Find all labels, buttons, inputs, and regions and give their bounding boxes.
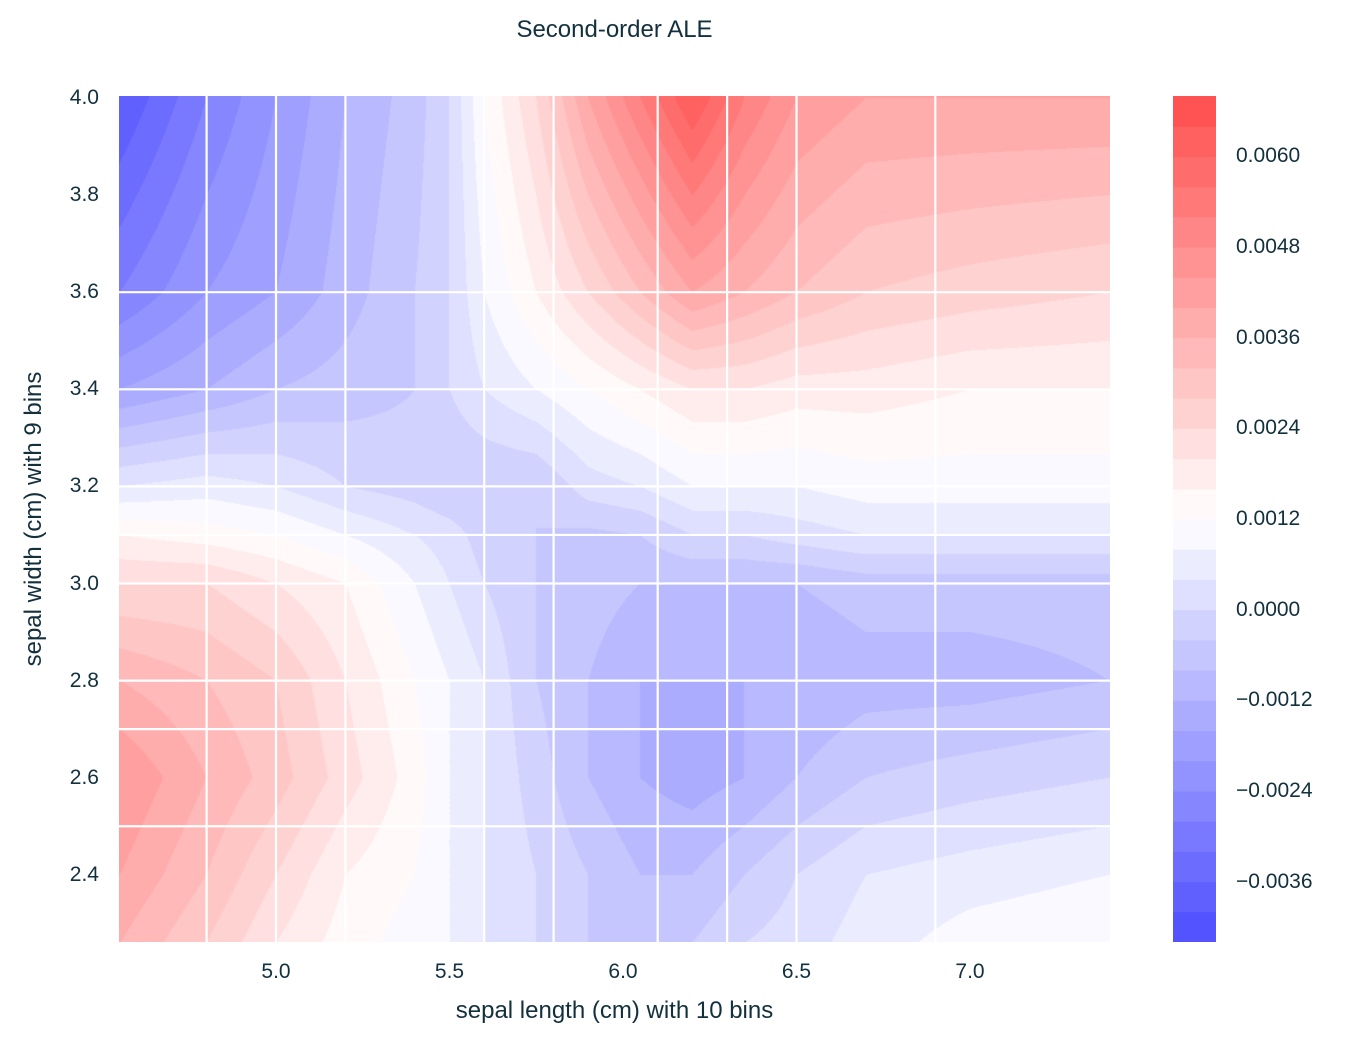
colorbar-band [1173,670,1216,701]
colorbar-band [1173,428,1216,460]
colorbar-band [1173,549,1216,580]
y-tick-label: 3.6 [69,280,99,304]
colorbar-band [1173,519,1216,550]
colorbar-band [1173,126,1216,157]
colorbar-band [1173,579,1216,611]
colorbar-tick-label: 0.0000 [1236,597,1301,621]
y-tick-label: 3.8 [69,183,99,207]
y-tick-label: 3.0 [69,571,99,595]
x-tick-label: 5.5 [434,960,465,983]
colorbar-band [1173,277,1216,308]
colorbar-band [1173,639,1216,671]
colorbar-tick-label: −0.0036 [1236,869,1313,893]
colorbar-band [1173,851,1216,883]
bin-grid [119,96,1110,942]
colorbar [1173,96,1216,942]
x-axis-label: sepal length (cm) with 10 bins [455,997,774,1024]
x-tick-label: 6.5 [781,960,812,983]
plot-area [119,96,1110,942]
colorbar-tick-label: −0.0012 [1236,688,1313,712]
colorbar-band [1173,488,1216,520]
colorbar-band [1173,337,1216,369]
colorbar-band [1173,881,1216,913]
y-tick-label: 2.8 [69,668,99,692]
contour-fill [119,96,1110,942]
colorbar-band [1173,700,1216,731]
colorbar-band [1173,911,1216,942]
colorbar-band [1173,247,1216,278]
colorbar-band [1173,730,1216,762]
colorbar-band [1173,609,1216,641]
colorbar-band [1173,821,1216,852]
x-tick-label: 6.0 [608,960,638,983]
x-tick-label: 7.0 [955,960,985,983]
colorbar-band [1173,96,1216,127]
colorbar-tick-label: 0.0036 [1236,325,1301,349]
colorbar-band [1173,760,1216,792]
y-tick-label: 3.2 [69,474,99,498]
y-tick-label: 3.4 [69,377,99,401]
colorbar-tick-label: 0.0024 [1236,416,1301,440]
colorbar-tick-label: 0.0048 [1236,235,1301,259]
colorbar-tick-label: 0.0012 [1236,507,1301,530]
colorbar-band [1173,216,1216,248]
colorbar-tick-label: 0.0060 [1236,144,1301,168]
chart-title: Second-order ALE [516,16,713,43]
colorbar-band [1173,186,1216,218]
colorbar-band [1173,790,1216,822]
colorbar-band [1173,307,1216,339]
colorbar-band [1173,156,1216,188]
colorbar-band [1173,398,1216,429]
y-tick-label: 2.6 [69,765,99,789]
y-tick-label: 2.4 [69,862,99,886]
x-tick-label: 5.0 [261,960,291,983]
colorbar-tick-label: −0.0024 [1236,778,1313,802]
colorbar-band [1173,458,1216,490]
y-axis-label: sepal width (cm) with 9 bins [20,371,47,667]
colorbar-band [1173,367,1216,399]
y-tick-label: 4.0 [69,86,99,109]
